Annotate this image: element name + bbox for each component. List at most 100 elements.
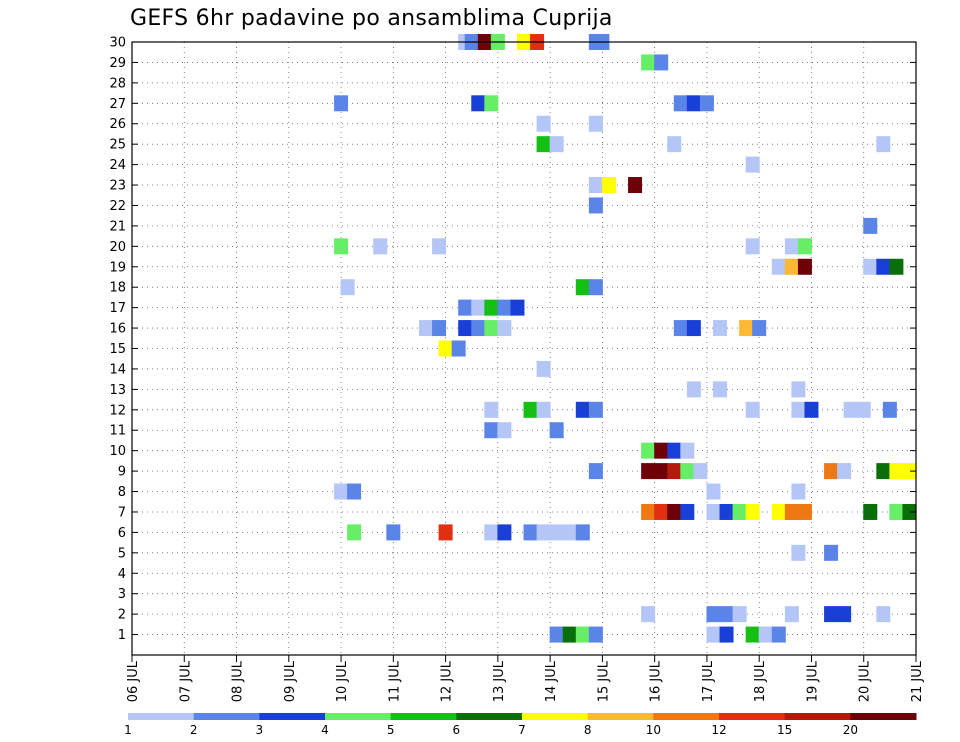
y-tick-label: 14 bbox=[109, 362, 126, 377]
precip-cell bbox=[347, 524, 362, 541]
precip-cell bbox=[791, 381, 806, 398]
precip-cell bbox=[719, 503, 734, 520]
grid-lines bbox=[132, 41, 916, 655]
precip-cell bbox=[432, 238, 447, 255]
precip-cell bbox=[719, 606, 734, 623]
precip-cell bbox=[432, 320, 447, 337]
precip-cell bbox=[902, 463, 917, 480]
y-tick-label: 20 bbox=[109, 240, 126, 255]
x-tick-label: 12 JUL bbox=[440, 660, 455, 702]
precip-cell bbox=[713, 320, 727, 337]
precip-cell bbox=[745, 156, 760, 173]
y-tick-label: 11 bbox=[109, 424, 126, 439]
precip-cell bbox=[667, 136, 682, 153]
x-tick-label: 10 JUL bbox=[335, 660, 350, 702]
precip-cell bbox=[771, 258, 786, 275]
y-tick-label: 23 bbox=[109, 179, 126, 194]
colorbar-label: 6 bbox=[453, 723, 461, 737]
precip-cell bbox=[719, 626, 734, 643]
precip-cell bbox=[575, 401, 590, 418]
precip-cell bbox=[876, 606, 891, 623]
precip-cell bbox=[536, 360, 551, 377]
precip-cell bbox=[419, 320, 433, 337]
precip-cell bbox=[902, 503, 917, 520]
colorbar-label: 4 bbox=[321, 723, 329, 737]
precip-cell bbox=[575, 626, 590, 643]
precip-cell bbox=[680, 442, 695, 459]
precip-cell bbox=[575, 279, 590, 296]
precip-cell bbox=[732, 503, 747, 520]
y-tick-label: 27 bbox=[109, 97, 126, 112]
y-tick-label: 10 bbox=[109, 444, 126, 459]
precip-cell bbox=[739, 320, 754, 337]
y-tick-label: 22 bbox=[109, 199, 126, 214]
precip-cell bbox=[484, 95, 499, 112]
precip-cell bbox=[824, 463, 839, 480]
precip-cell bbox=[843, 401, 858, 418]
x-tick-label: 11 JUL bbox=[387, 660, 402, 702]
precip-cell bbox=[641, 54, 656, 71]
precip-cell bbox=[588, 115, 603, 132]
precip-cell bbox=[654, 463, 669, 480]
y-tick-label: 24 bbox=[109, 158, 126, 173]
precip-cell bbox=[588, 197, 603, 214]
precip-cell bbox=[791, 544, 806, 561]
precip-cell bbox=[713, 381, 727, 398]
y-tick-label: 3 bbox=[118, 587, 126, 602]
precip-cell bbox=[771, 626, 786, 643]
precip-cell bbox=[438, 340, 453, 357]
precip-cell bbox=[386, 524, 401, 541]
colorbar-label: 7 bbox=[518, 723, 526, 737]
precip-cell bbox=[771, 503, 786, 520]
precip-cell bbox=[549, 422, 564, 439]
precip-cell bbox=[601, 177, 616, 194]
precip-cell bbox=[863, 217, 878, 234]
precip-cell bbox=[334, 483, 349, 500]
precip-cell bbox=[863, 503, 878, 520]
precip-cell bbox=[752, 320, 767, 337]
precip-cell bbox=[471, 299, 486, 316]
precip-cell bbox=[484, 524, 499, 541]
y-tick-label: 2 bbox=[118, 608, 126, 623]
precip-cell bbox=[484, 422, 499, 439]
precip-cell bbox=[686, 320, 701, 337]
precip-cell bbox=[471, 95, 486, 112]
x-tick-label: 15 JUL bbox=[596, 660, 611, 702]
precip-cell bbox=[706, 483, 721, 500]
precip-cell bbox=[837, 606, 852, 623]
precip-cell bbox=[438, 524, 453, 541]
precip-cell bbox=[824, 544, 839, 561]
precip-cell bbox=[784, 258, 799, 275]
precip-cell bbox=[458, 299, 473, 316]
colorbar-label: 5 bbox=[387, 723, 395, 737]
x-tick-label: 14 JUL bbox=[544, 660, 559, 702]
precip-cell bbox=[784, 606, 799, 623]
colorbar-label: 10 bbox=[646, 723, 661, 737]
precip-cell bbox=[484, 320, 499, 337]
x-tick-label: 16 JUL bbox=[649, 660, 664, 702]
precip-cell bbox=[784, 238, 799, 255]
precip-cell bbox=[641, 606, 656, 623]
chart-title: GEFS 6hr padavine po ansamblima Cuprija bbox=[130, 6, 613, 31]
y-tick-label: 4 bbox=[118, 567, 126, 582]
colorbar-segment bbox=[784, 713, 851, 720]
precip-cell bbox=[673, 95, 688, 112]
precip-cell bbox=[889, 503, 904, 520]
y-tick-label: 26 bbox=[109, 117, 126, 132]
x-tick-label: 17 JUL bbox=[701, 660, 716, 702]
colorbar-segment bbox=[653, 713, 720, 720]
precip-cell bbox=[889, 463, 904, 480]
precip-cell bbox=[641, 463, 656, 480]
precip-cell bbox=[588, 626, 603, 643]
y-tick-label: 12 bbox=[109, 403, 126, 418]
colorbar-segment bbox=[259, 713, 326, 720]
precip-cell bbox=[797, 258, 812, 275]
precip-cell bbox=[497, 422, 512, 439]
y-tick-label: 25 bbox=[109, 138, 126, 153]
precip-cell bbox=[667, 442, 682, 459]
precip-cell bbox=[876, 136, 891, 153]
precipitation-cells bbox=[334, 34, 917, 643]
precip-cell bbox=[804, 401, 819, 418]
colorbar-label: 15 bbox=[777, 723, 792, 737]
y-tick-label: 21 bbox=[109, 219, 126, 234]
